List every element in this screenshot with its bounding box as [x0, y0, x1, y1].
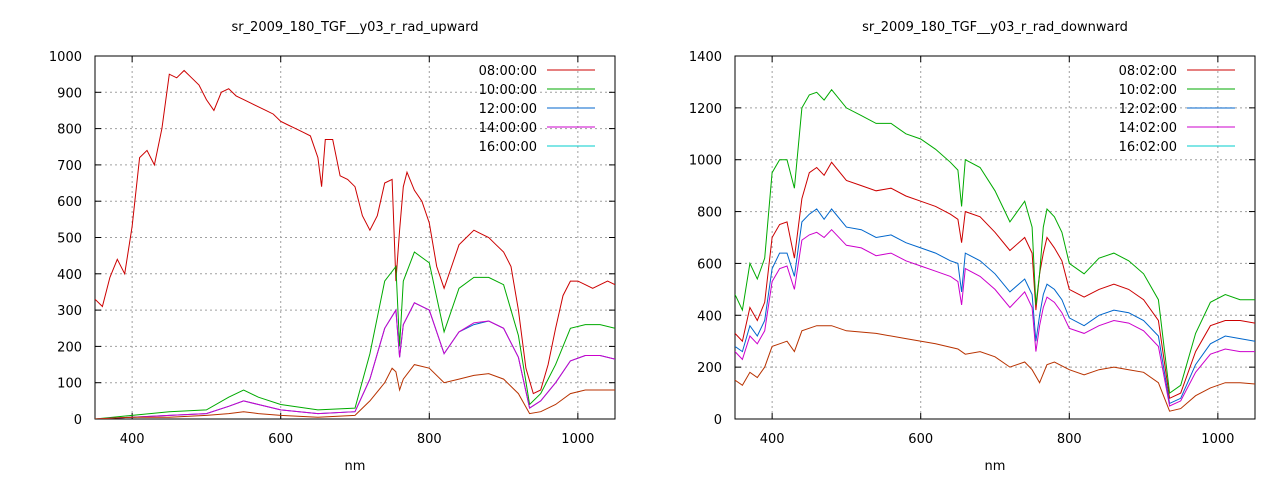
legend-label: 16:00:00 [479, 140, 537, 155]
y-tick-label: 500 [57, 232, 82, 247]
x-axis-label: nm [345, 459, 366, 474]
series-line-6 [735, 325, 1255, 412]
chart-1: 400 600 800 1000 0 100 200 300 400 500 600 700 800 90… [49, 20, 616, 474]
y-tick-label: 600 [697, 257, 722, 272]
y-tick-label: 400 [697, 309, 722, 324]
y-tick-label: 0 [714, 413, 722, 428]
series-line-1 [735, 161, 1255, 400]
plot-frame [734, 55, 1256, 420]
y-tick-label: 700 [57, 159, 82, 174]
y-tick-label: 900 [57, 86, 82, 101]
series-line-2 [95, 251, 615, 419]
series-line-6 [95, 364, 615, 419]
series-line-2 [735, 88, 1255, 394]
series-line-1 [95, 69, 615, 395]
x-tick-label: 800 [1057, 432, 1082, 447]
y-tick-label: 1200 [689, 102, 722, 117]
legend-label: 14:00:00 [479, 121, 537, 136]
legend-label: 12:00:00 [479, 102, 537, 117]
y-tick-label: 1400 [689, 50, 722, 65]
y-tick-label: 400 [57, 268, 82, 283]
series-line-3 [95, 302, 615, 419]
y-tick-label: 300 [57, 304, 82, 319]
y-tick-label: 1000 [49, 50, 82, 65]
legend-label: 08:02:00 [1119, 64, 1177, 79]
legend-label: 08:00:00 [479, 64, 537, 79]
y-tick-label: 600 [57, 195, 82, 210]
x-tick-label: 400 [760, 432, 785, 447]
x-tick-label: 400 [120, 432, 145, 447]
y-tick-label: 800 [57, 123, 82, 138]
y-tick-label: 800 [697, 206, 722, 221]
legend-label: 10:02:00 [1119, 83, 1177, 98]
x-axis-label: nm [985, 459, 1006, 474]
chart-title: sr_2009_180_TGF__y03_r_rad_upward [231, 20, 478, 35]
chart-title: sr_2009_180_TGF__y03_r_rad_downward [862, 20, 1128, 35]
y-tick-label: 1000 [689, 154, 722, 169]
y-tick-label: 100 [57, 377, 82, 392]
chart-2: 400 600 800 1000 0 200 400 600 800 1000 1200 1400 sr… [689, 20, 1256, 474]
series-line-4 [95, 302, 615, 419]
legend-label: 14:02:00 [1119, 121, 1177, 136]
series-line-4 [735, 228, 1255, 407]
y-tick-label: 200 [57, 340, 82, 355]
y-tick-label: 200 [697, 361, 722, 376]
legend-label: 16:02:00 [1119, 140, 1177, 155]
x-tick-label: 600 [268, 432, 293, 447]
legend-label: 10:00:00 [479, 83, 537, 98]
x-tick-label: 1000 [561, 432, 594, 447]
x-tick-label: 600 [908, 432, 933, 447]
legend-label: 12:02:00 [1119, 102, 1177, 117]
x-tick-label: 800 [417, 432, 442, 447]
series-line-3 [735, 208, 1255, 405]
x-tick-label: 1000 [1201, 432, 1234, 447]
y-tick-label: 0 [74, 413, 82, 428]
